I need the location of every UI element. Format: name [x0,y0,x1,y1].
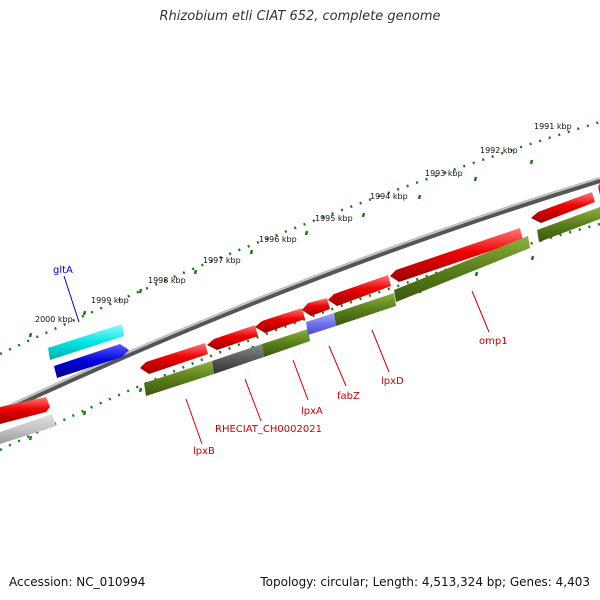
left-edge-grey-feature[interactable] [0,414,56,444]
minor-tick [28,435,33,441]
scale-label: 1995 kbp [315,214,353,223]
fabZ-gene-arrow[interactable] [302,298,330,316]
map-title: Rhizobium etli CIAT 652, complete genome [159,9,441,24]
scale-label: 1992 kbp [480,146,518,155]
right-gene-arrow[interactable] [531,192,595,223]
scale-label: 1994 kbp [370,192,408,201]
left-edge-gene[interactable] [0,397,50,424]
scale-label: 1996 kbp [259,235,297,244]
fabZ-purple-feature[interactable] [306,313,336,335]
scale-label: 1998 kbp [148,276,186,285]
RHECIAT_CH0002021-gene-arrow[interactable] [207,325,258,350]
accession-text: Accession: NC_010994 [9,575,146,589]
gene-label-lpxA[interactable]: lpxA [301,406,323,417]
lpxA-olive-feature[interactable] [262,329,310,357]
minor-tick [474,271,479,277]
scale-label: 1997 kbp [203,256,241,265]
gene-label-lpxB[interactable]: lpxB [193,446,215,457]
major-tick [417,194,422,200]
omp1-olive-feature[interactable] [394,236,530,302]
major-tick [473,176,478,182]
lpxA-gene-arrow[interactable] [255,308,305,333]
lpxB-olive-feature[interactable] [144,361,214,396]
gltA-cyan-feature[interactable] [48,324,124,360]
major-tick [82,310,87,316]
outer-scale-track [0,120,600,356]
lpxD-gene-arrow[interactable] [328,275,391,306]
major-tick [304,230,309,236]
major-tick [28,332,33,338]
major-tick [529,159,534,165]
gltA-gene-arrow[interactable] [54,344,129,378]
right-olive-feature[interactable] [537,207,600,242]
scale-label: 1993 kbp [425,169,463,178]
minor-tick [82,410,87,416]
RHECIAT_CH0002021-grey-feature[interactable] [212,344,264,374]
major-tick [361,212,366,218]
major-tick [249,249,254,255]
minor-tick [138,387,143,393]
genome-backbone [0,177,600,415]
scale-label: 2000 kbp [35,315,73,324]
scale-label: 1999 kbp [91,296,129,305]
gene-label-fabZ[interactable]: fabZ [337,391,360,402]
scale-labels: 1991 kbp 1992 kbp 1993 kbp 1994 kbp 1995… [35,122,572,324]
omp1-gene-arrow[interactable] [390,228,523,282]
gene-labels: gltA lpxB RHECIAT_CH0002021 lpxA fabZ lp… [53,265,508,457]
gene-label-RHECIAT_CH0002021[interactable]: RHECIAT_CH0002021 [215,424,322,435]
major-tick [138,288,143,294]
lpxB-gene-arrow[interactable] [140,343,208,374]
minor-tick [530,255,535,261]
major-tick [193,269,198,275]
lpxD-olive-feature[interactable] [334,293,396,326]
gene-label-lpxD[interactable]: lpxD [381,376,404,387]
gene-label-gltA[interactable]: gltA [53,265,73,276]
leader-lines [63,275,490,445]
scale-label: 1991 kbp [534,122,572,131]
gene-label-omp1[interactable]: omp1 [479,336,508,347]
genome-summary-text: Topology: circular; Length: 4,513,324 bp… [260,575,590,589]
